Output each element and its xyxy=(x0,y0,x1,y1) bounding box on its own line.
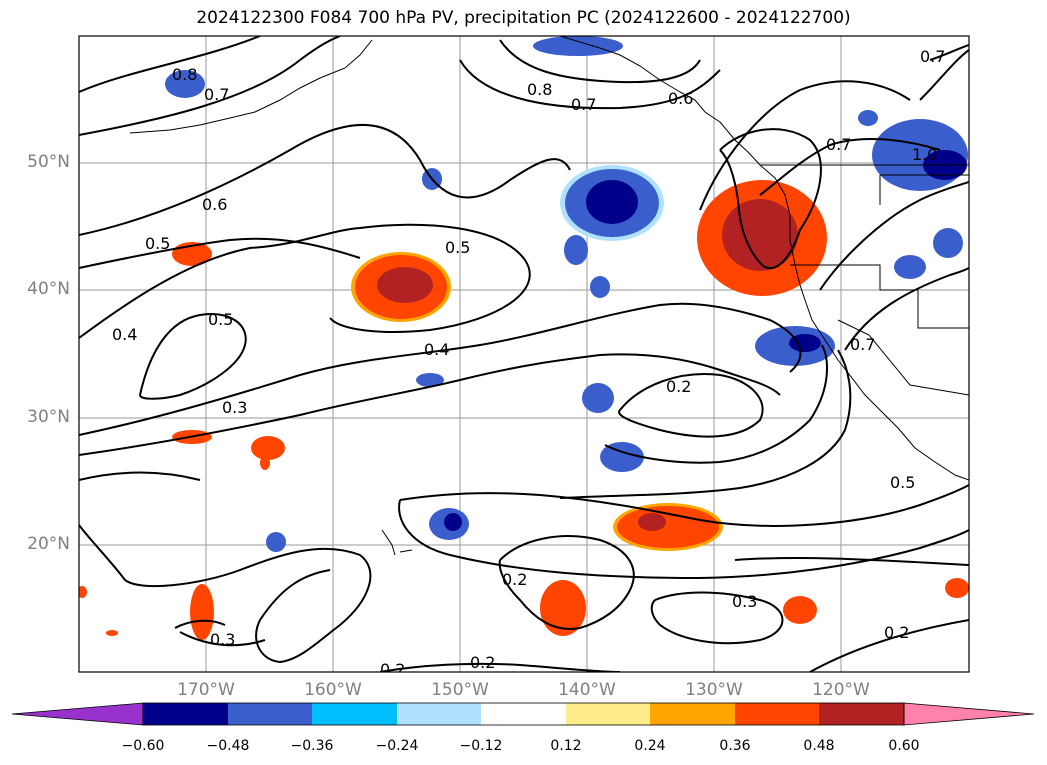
lon-label-160w: 160°W xyxy=(304,680,362,700)
positive-precip-areas xyxy=(79,180,969,640)
contour-label: 0.2 xyxy=(666,377,691,396)
lon-label-140w: 140°W xyxy=(558,680,616,700)
contour-label: 0.4 xyxy=(112,325,137,344)
colorbar-tick: 0.60 xyxy=(888,738,920,754)
lat-label-50n: 50°N xyxy=(27,152,70,172)
pv-contours xyxy=(79,36,969,672)
contour-label: 0.5 xyxy=(445,238,470,257)
negative-precip-areas xyxy=(165,36,968,552)
lat-label-40n: 40°N xyxy=(27,279,70,299)
contour-label: 0.6 xyxy=(202,195,227,214)
contour-label: 0.3 xyxy=(210,630,235,649)
contour-label: 0.7 xyxy=(850,335,875,354)
colorbar xyxy=(11,702,1035,726)
colorbar-tick: 0.48 xyxy=(803,738,835,754)
lon-label-120w: 120°W xyxy=(812,680,870,700)
contour-label: 0.7 xyxy=(826,135,851,154)
lat-label-30n: 30°N xyxy=(27,407,70,427)
contour-label: 0.7 xyxy=(571,95,596,114)
contour-label: 0.7 xyxy=(204,85,229,104)
lon-label-130w: 130°W xyxy=(685,680,743,700)
contour-label: 0.5 xyxy=(145,234,170,253)
map-title: 2024122300 F084 700 hPa PV, precipitatio… xyxy=(196,8,851,28)
colorbar-tick: −0.48 xyxy=(206,738,250,754)
contour-label: 0.2 xyxy=(470,653,495,672)
contour-label: 0.5 xyxy=(890,473,915,492)
contour-label: 0.5 xyxy=(208,310,233,329)
contour-label: 0.8 xyxy=(172,65,197,84)
coastlines xyxy=(129,36,969,556)
contour-label: 0.3 xyxy=(732,592,757,611)
colorbar-tick: −0.12 xyxy=(459,738,503,754)
contour-labels: 0.8 0.7 0.8 0.7 0.6 0.7 1.0 0.7 0.6 0.5 … xyxy=(112,47,945,679)
colorbar-tick: 0.24 xyxy=(634,738,666,754)
contour-label: 0.6 xyxy=(668,89,693,108)
contour-label: 0.2 xyxy=(884,623,909,642)
lon-label-170w: 170°W xyxy=(177,680,235,700)
colorbar-tick: −0.24 xyxy=(375,738,419,754)
contour-label: 0.2 xyxy=(380,660,405,679)
colorbar-tick: −0.36 xyxy=(290,738,334,754)
lon-label-150w: 150°W xyxy=(431,680,489,700)
contour-label: 0.2 xyxy=(502,570,527,589)
contour-label: 0.7 xyxy=(920,47,945,66)
colorbar-tick: −0.60 xyxy=(121,738,165,754)
contour-label: 0.4 xyxy=(424,340,449,359)
contour-label: 1.0 xyxy=(912,145,937,164)
map-frame xyxy=(78,35,970,673)
contour-label: 0.8 xyxy=(527,80,552,99)
colorbar-tick: 0.12 xyxy=(550,738,582,754)
lat-label-20n: 20°N xyxy=(27,534,70,554)
contour-label: 0.3 xyxy=(222,398,247,417)
colorbar-tick: 0.36 xyxy=(719,738,751,754)
